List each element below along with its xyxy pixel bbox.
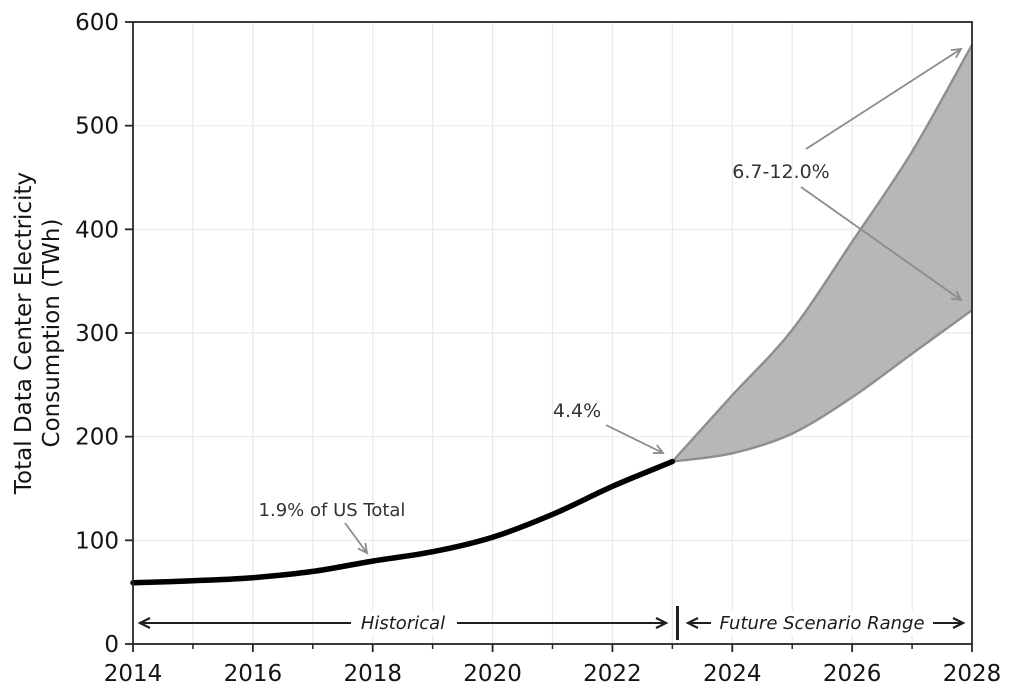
y-tick-label: 200: [75, 425, 119, 451]
axis-ticks: [125, 21, 973, 652]
x-tick-label: 2014: [104, 661, 163, 687]
y-tick-label: 100: [75, 528, 119, 554]
x-tick-label: 2018: [343, 661, 402, 687]
historical-span-label-bg: [351, 611, 457, 635]
x-tick-label: 2022: [583, 661, 642, 687]
future-span: Future Scenario Range: [685, 611, 966, 635]
y-axis-title-line-1: Total Data Center Electricity: [11, 172, 37, 495]
annotation-2023: 4.4%: [553, 400, 665, 454]
scenario-band-fill: [672, 44, 972, 462]
future-span-label: Future Scenario Range: [719, 613, 924, 634]
x-tick-label: 2028: [943, 661, 1002, 687]
annotation-2028-lower-arrow: [800, 186, 963, 302]
annotation-2023-arrow: [605, 424, 665, 454]
historical-span: Historical: [137, 611, 669, 635]
annotation-2018: 1.9% of US Total: [259, 500, 406, 555]
annotation-2023-label: 4.4%: [553, 400, 601, 422]
future-span-label-bg: [711, 611, 933, 635]
x-tick-label: 2026: [823, 661, 882, 687]
y-axis-title-line-2: Consumption (TWh): [39, 219, 65, 448]
y-tick-label: 0: [104, 632, 119, 658]
y-tick-label: 500: [75, 114, 119, 140]
y-tick-label: 400: [75, 217, 119, 243]
annotation-2028-range: 6.7-12.0%: [732, 47, 963, 302]
annotation-2018-label: 1.9% of US Total: [259, 500, 406, 521]
scenario-band-upper-edge: [671, 44, 974, 463]
x-tick-label: 2016: [224, 661, 283, 687]
annotation-2028-upper-arrow: [805, 47, 963, 150]
y-tick-label: 300: [75, 321, 119, 347]
historical-span-label: Historical: [361, 613, 445, 634]
x-tick-label: 2020: [463, 661, 522, 687]
future-scenario-band: [671, 44, 974, 463]
x-tick-label: 2024: [703, 661, 762, 687]
y-axis-title: Total Data Center Electricity Consumptio…: [11, 172, 65, 495]
axis-tick-labels: 2014 2016 2018 2020 2022 2024 2026 2028 0 100 200 3…: [75, 10, 1001, 687]
annotation-2028-label: 6.7-12.0%: [732, 161, 829, 183]
scenario-band-lower-edge: [672, 309, 973, 463]
annotation-2018-arrow: [344, 522, 369, 555]
y-tick-label: 600: [75, 10, 119, 36]
historical-line: [130, 458, 676, 586]
